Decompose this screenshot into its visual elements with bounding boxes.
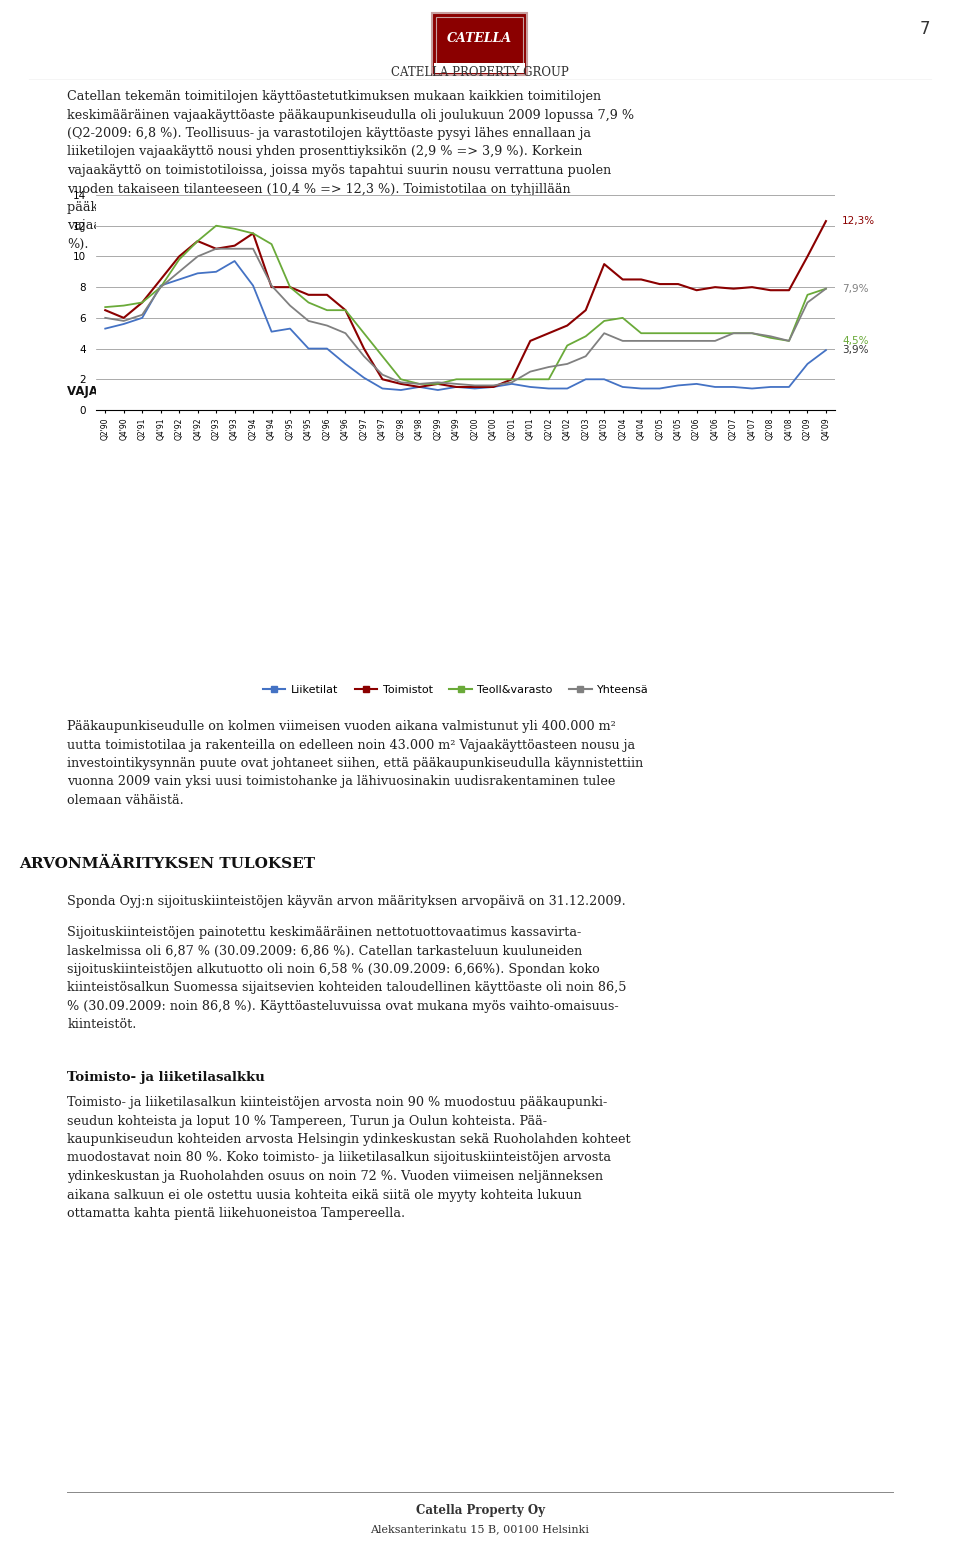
- Text: 7,9%: 7,9%: [842, 284, 869, 293]
- Text: Toimisto- ja liiketilasalkun kiinteistöjen arvosta noin 90 % muodostuu pääkaupun: Toimisto- ja liiketilasalkun kiinteistöj…: [67, 1096, 631, 1221]
- Text: Toimisto- ja liiketilasalkku: Toimisto- ja liiketilasalkku: [67, 1071, 265, 1083]
- Text: 12,3%: 12,3%: [842, 216, 876, 227]
- Text: 4,5%: 4,5%: [842, 336, 869, 346]
- Text: Catellan tekemän toimitilojen käyttöastetutkimuksen mukaan kaikkien toimitilojen: Catellan tekemän toimitilojen käyttöaste…: [67, 89, 640, 252]
- Text: Catella Property Oy: Catella Property Oy: [416, 1504, 544, 1517]
- Text: VAJAAKÄYTTÖASTE (%) PÄÄKAUPUNKISEUDULLA: VAJAAKÄYTTÖASTE (%) PÄÄKAUPUNKISEUDULLA: [67, 383, 388, 398]
- Text: Pääkaupunkiseudulle on kolmen viimeisen vuoden aikana valmistunut yli 400.000 m²: Pääkaupunkiseudulle on kolmen viimeisen …: [67, 721, 643, 807]
- Text: 3,9%: 3,9%: [842, 346, 869, 355]
- Text: Sponda Oyj:n sijoituskiinteistöjen käyvän arvon määrityksen arvopäivä on 31.12.2: Sponda Oyj:n sijoituskiinteistöjen käyvä…: [67, 895, 626, 907]
- Text: ARVONMÄÄRITYKSEN TULOKSET: ARVONMÄÄRITYKSEN TULOKSET: [19, 856, 315, 872]
- Legend: Liiketilat, Toimistot, Teoll&varasto, Yhteensä: Liiketilat, Toimistot, Teoll&varasto, Yh…: [259, 680, 653, 699]
- Text: 7: 7: [920, 20, 930, 39]
- Bar: [434, 63, 525, 73]
- Text: CATELLA PROPERTY GROUP: CATELLA PROPERTY GROUP: [391, 66, 569, 79]
- Bar: [432, 12, 527, 76]
- Text: Aleksanterinkatu 15 B, 00100 Helsinki: Aleksanterinkatu 15 B, 00100 Helsinki: [371, 1524, 589, 1534]
- Bar: [436, 17, 523, 71]
- Text: CATELLA: CATELLA: [447, 31, 512, 45]
- Text: Sijoituskiinteistöjen painotettu keskimääräinen nettotuottovaatimus kassavirta-
: Sijoituskiinteistöjen painotettu keskimä…: [67, 926, 627, 1032]
